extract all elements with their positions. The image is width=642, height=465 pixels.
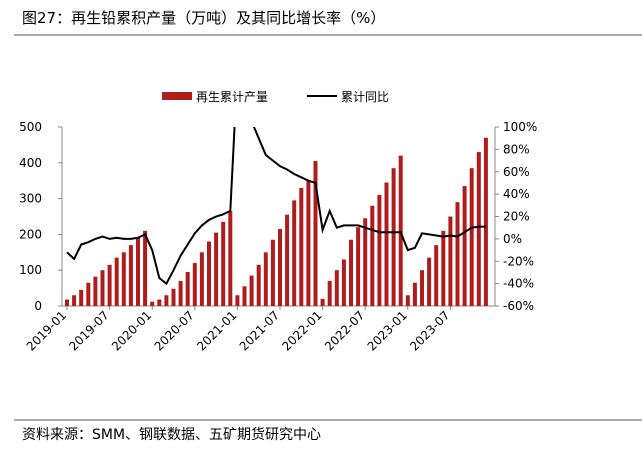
bar — [235, 295, 240, 306]
bar — [164, 295, 169, 306]
y2-tick-label: 0% — [503, 232, 522, 246]
bar — [349, 239, 353, 306]
bar — [285, 214, 290, 306]
bar — [278, 229, 282, 306]
bar — [242, 286, 247, 306]
bar — [107, 264, 112, 306]
x-tick-label: 2021-01 — [194, 308, 239, 353]
legend-label: 再生累计产量 — [196, 90, 268, 104]
bar — [249, 275, 254, 306]
x-tick-label: 2023-01 — [365, 308, 410, 353]
bar — [263, 252, 268, 306]
bar — [185, 271, 190, 306]
plot-area — [65, 127, 488, 306]
bar — [136, 237, 140, 306]
bar — [171, 288, 176, 306]
bar — [192, 263, 197, 306]
bar — [299, 187, 304, 306]
bar — [441, 230, 446, 306]
bar — [420, 270, 424, 306]
bar — [93, 276, 98, 306]
bar — [150, 301, 155, 306]
x-tick-label: 2019-01 — [24, 308, 69, 353]
x-tick-label: 2022-01 — [279, 308, 324, 353]
bar — [292, 200, 297, 306]
y-tick-label: 400 — [19, 156, 42, 170]
bar — [270, 239, 275, 306]
bar — [377, 195, 382, 306]
bar — [341, 259, 346, 306]
bar — [256, 264, 261, 306]
y2-tick-label: 100% — [503, 120, 537, 134]
bar — [327, 280, 332, 306]
x-tick-label: 2019-07 — [66, 308, 111, 353]
bar — [476, 152, 481, 306]
y-tick-label: 0 — [34, 299, 42, 313]
y-tick-label: 500 — [19, 120, 42, 134]
bar — [128, 245, 133, 306]
bar — [199, 252, 204, 306]
legend-label: 累计同比 — [341, 90, 389, 104]
bar — [313, 161, 318, 306]
y-tick-label: 200 — [19, 227, 42, 241]
y-tick-label: 100 — [19, 263, 42, 277]
x-tick-label: 2021-07 — [237, 308, 282, 353]
bar — [398, 155, 403, 306]
bar — [483, 137, 488, 306]
y2-tick-label: -60% — [503, 299, 534, 313]
bar — [427, 257, 432, 306]
bar — [79, 289, 84, 306]
bar — [391, 168, 396, 306]
bar — [434, 245, 439, 306]
bar — [221, 221, 226, 306]
bar — [356, 227, 361, 306]
bar — [143, 230, 148, 306]
bar — [370, 205, 375, 306]
bar — [384, 182, 389, 306]
y2-tick-label: -40% — [503, 277, 534, 291]
bar — [228, 211, 233, 306]
y2-tick-label: 40% — [503, 187, 530, 201]
y2-tick-label: -20% — [503, 254, 534, 268]
x-tick-label: 2020-07 — [152, 308, 197, 353]
bar — [469, 168, 474, 306]
bar — [114, 257, 119, 306]
bar — [121, 252, 126, 306]
bar — [334, 270, 339, 306]
bar — [65, 299, 69, 306]
legend-swatch — [162, 92, 192, 100]
bar — [157, 299, 162, 306]
y-tick-label: 300 — [19, 192, 42, 206]
legend: 再生累计产量 累计同比 — [162, 90, 389, 104]
chart-title: 图27：再生铅累积产量（万吨）及其同比增长率（%） — [22, 9, 385, 27]
bar — [405, 295, 410, 306]
bar — [462, 186, 467, 306]
bar — [448, 216, 453, 306]
y2-tick-label: 60% — [503, 165, 530, 179]
bar — [207, 241, 211, 306]
y2-tick-label: 20% — [503, 210, 530, 224]
bar — [214, 232, 219, 306]
bar — [412, 282, 417, 306]
y2-tick-label: 80% — [503, 142, 530, 156]
x-tick-label: 2022-07 — [322, 308, 367, 353]
source: 资料来源：SMM、钢联数据、五矿期货研究中心 — [22, 426, 321, 443]
bar — [100, 270, 105, 306]
bar — [363, 218, 368, 306]
bar — [72, 295, 77, 306]
x-tick-label: 2020-01 — [109, 308, 154, 353]
x-tick-label: 2023-07 — [407, 308, 452, 353]
bar — [306, 180, 311, 306]
bar — [455, 202, 460, 306]
bar — [86, 282, 91, 306]
bar — [320, 298, 325, 306]
bar — [178, 280, 183, 306]
line — [66, 127, 486, 286]
